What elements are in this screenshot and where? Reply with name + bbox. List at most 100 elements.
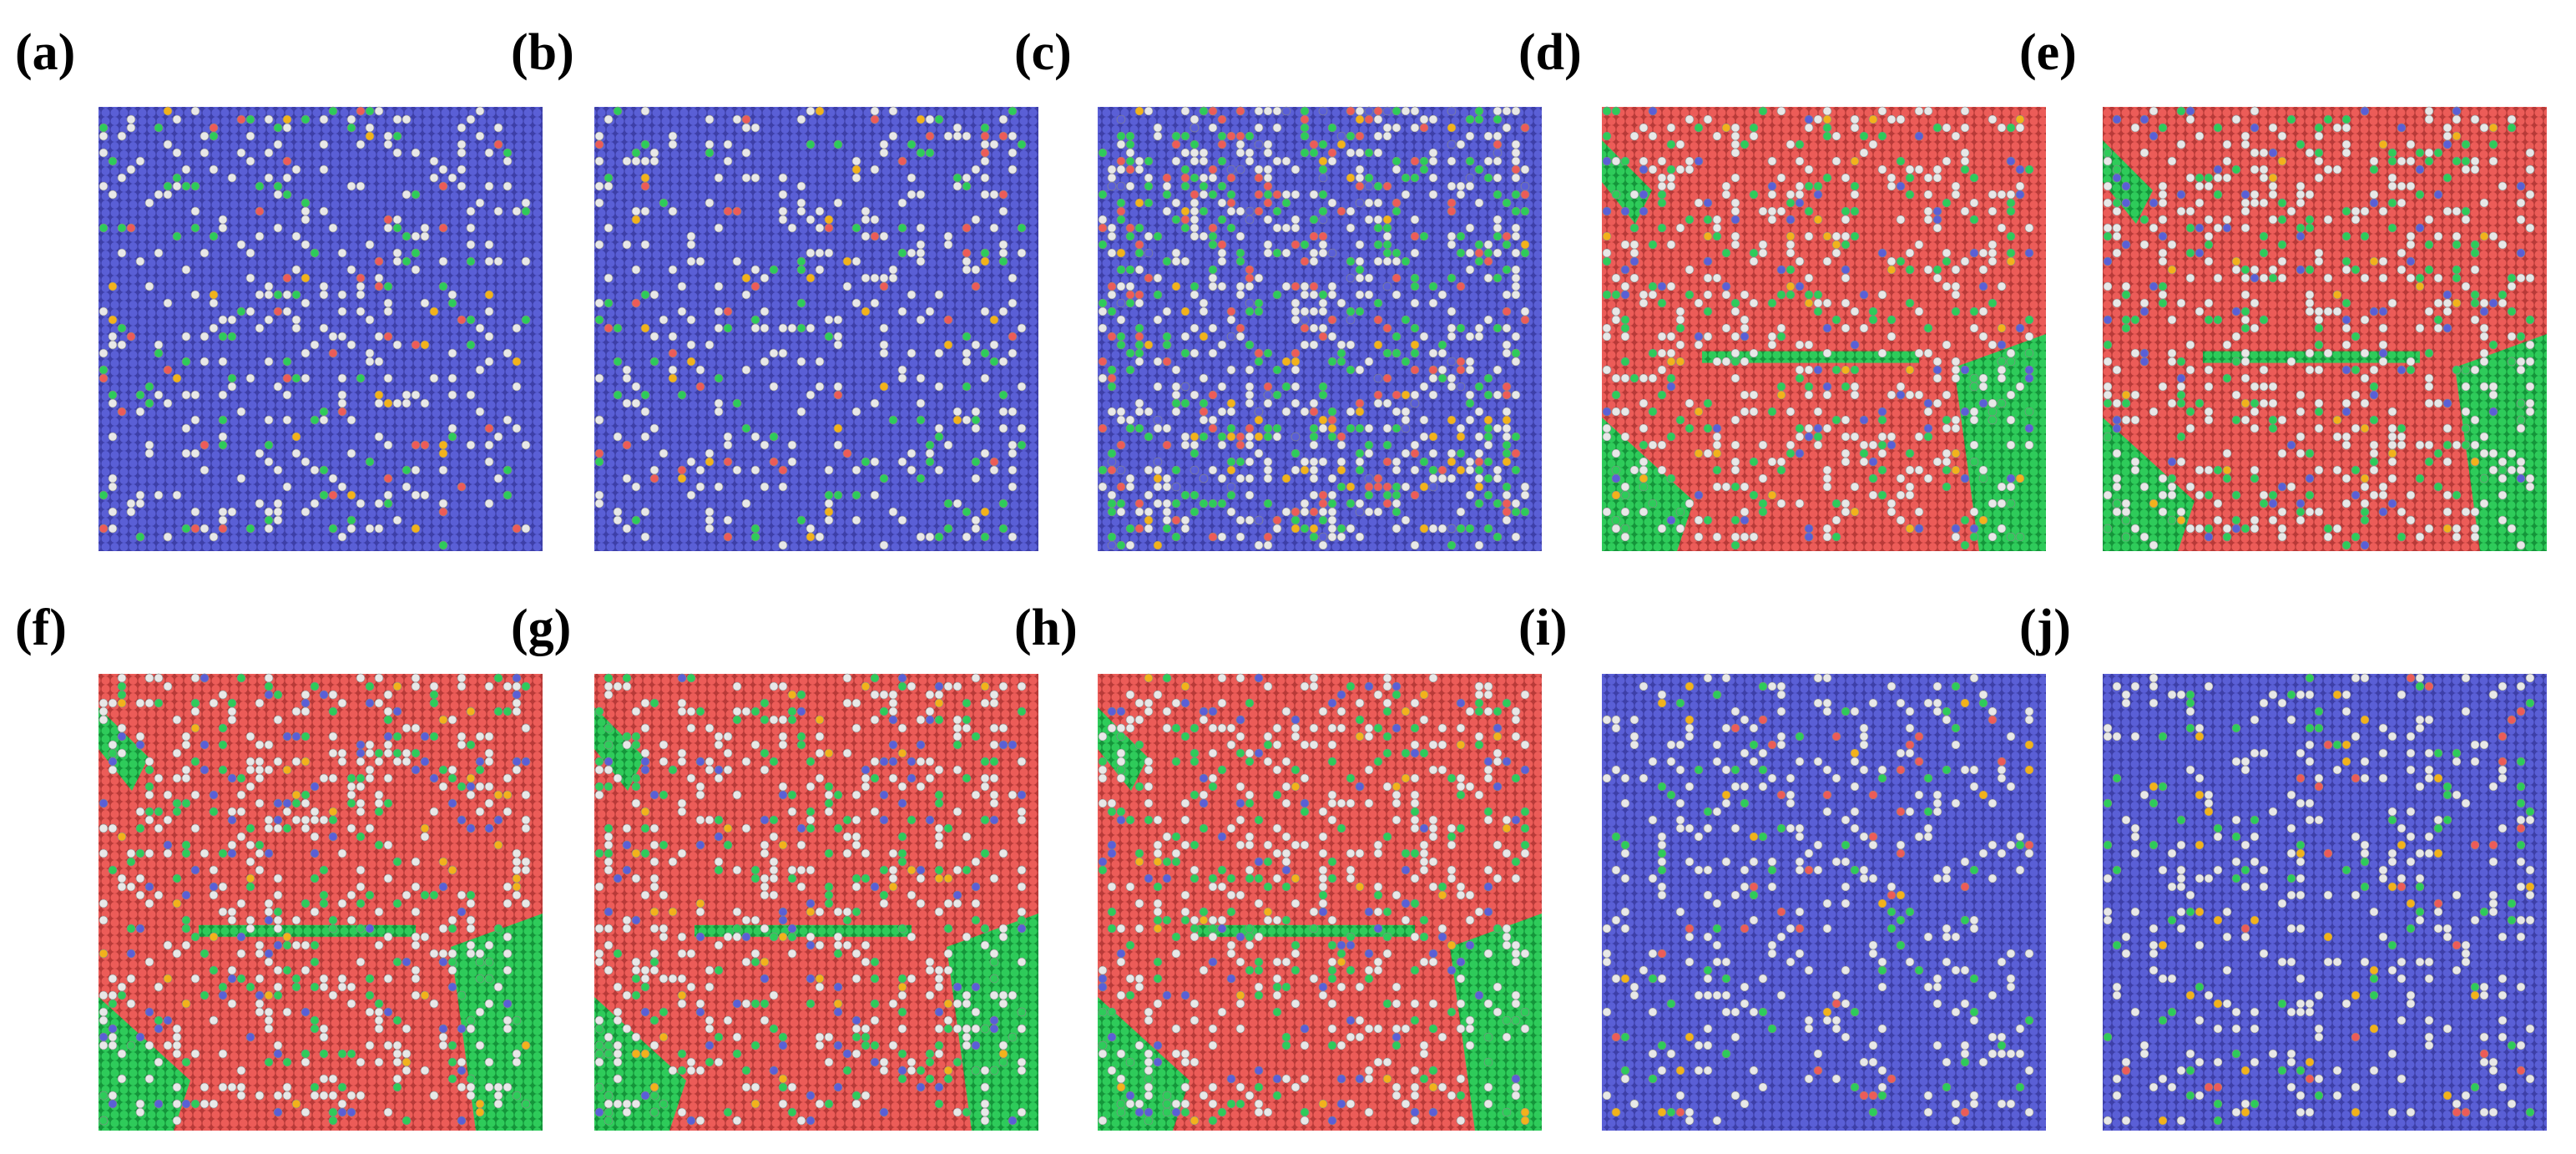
atom bbox=[2149, 106, 2159, 116]
atom bbox=[1355, 465, 1365, 475]
atom bbox=[264, 148, 274, 158]
atom bbox=[1226, 332, 1236, 342]
atom bbox=[1602, 256, 1612, 266]
atom bbox=[1364, 507, 1374, 517]
atom bbox=[2158, 123, 2168, 133]
atom bbox=[2516, 198, 2526, 208]
atom bbox=[1520, 240, 1530, 250]
atom bbox=[916, 248, 926, 258]
atom bbox=[861, 848, 871, 858]
atom bbox=[98, 131, 109, 141]
atom bbox=[1208, 415, 1218, 425]
atom bbox=[457, 782, 467, 792]
atom bbox=[594, 1015, 604, 1025]
atom bbox=[1208, 106, 1218, 116]
atom bbox=[952, 1057, 962, 1067]
atom bbox=[1017, 865, 1027, 875]
atom bbox=[1493, 323, 1503, 333]
atom bbox=[447, 915, 457, 925]
atom bbox=[291, 290, 301, 300]
atom bbox=[796, 357, 806, 367]
atom bbox=[1190, 323, 1200, 333]
atom bbox=[925, 457, 935, 467]
atom bbox=[2397, 532, 2407, 542]
atom bbox=[1969, 507, 1979, 517]
atom bbox=[209, 807, 219, 817]
atom bbox=[934, 432, 944, 442]
atom bbox=[677, 990, 687, 1000]
atom bbox=[402, 231, 412, 241]
atom bbox=[2158, 198, 2168, 208]
atom bbox=[1877, 348, 1887, 358]
atom bbox=[1877, 164, 1887, 175]
atom bbox=[1144, 156, 1154, 166]
atom bbox=[1969, 457, 1979, 467]
atom bbox=[1281, 407, 1291, 417]
atom bbox=[1721, 181, 1731, 191]
atom bbox=[631, 156, 641, 166]
atom bbox=[200, 990, 210, 1000]
atom bbox=[466, 340, 476, 350]
atom bbox=[1190, 206, 1200, 216]
atom bbox=[1162, 306, 1172, 316]
atom bbox=[392, 148, 402, 158]
atom bbox=[1144, 273, 1154, 283]
atom bbox=[1511, 148, 1521, 158]
atom bbox=[879, 273, 889, 283]
atom bbox=[1162, 181, 1172, 191]
atom bbox=[714, 965, 724, 975]
atom bbox=[833, 823, 843, 833]
atom bbox=[778, 482, 788, 492]
atom bbox=[2195, 398, 2205, 408]
atom bbox=[1098, 148, 1108, 158]
atom bbox=[796, 865, 806, 875]
atom bbox=[2024, 423, 2034, 433]
atom bbox=[1327, 524, 1337, 534]
atom bbox=[365, 348, 375, 358]
atom bbox=[1502, 240, 1512, 250]
atom bbox=[392, 898, 402, 909]
atom bbox=[2378, 273, 2388, 283]
atom bbox=[1685, 215, 1695, 225]
atom bbox=[1850, 390, 1860, 400]
atom bbox=[512, 1049, 522, 1059]
atom bbox=[677, 706, 687, 716]
atom bbox=[998, 357, 1008, 367]
atom bbox=[1327, 281, 1337, 291]
atom bbox=[1008, 106, 1018, 116]
atom bbox=[2268, 123, 2278, 133]
atom bbox=[1327, 315, 1337, 325]
atom bbox=[1017, 139, 1027, 149]
atom bbox=[2387, 156, 2397, 166]
atom bbox=[833, 907, 843, 917]
atom bbox=[1144, 173, 1154, 183]
atom bbox=[806, 1116, 816, 1126]
atom bbox=[245, 731, 255, 741]
atom bbox=[108, 281, 118, 291]
atom bbox=[2176, 507, 2186, 517]
atom bbox=[714, 865, 724, 875]
atom bbox=[2240, 206, 2250, 216]
atom bbox=[952, 807, 962, 817]
atom bbox=[227, 173, 237, 183]
atom bbox=[2470, 248, 2480, 258]
atom bbox=[172, 798, 182, 808]
atom bbox=[769, 832, 779, 842]
atom bbox=[2121, 323, 2131, 333]
atom bbox=[1327, 499, 1337, 509]
atom bbox=[1511, 190, 1521, 200]
atom bbox=[2222, 373, 2232, 383]
atom bbox=[778, 190, 788, 200]
atom bbox=[493, 123, 503, 133]
atom bbox=[870, 1015, 880, 1025]
atom bbox=[980, 1065, 990, 1076]
atom bbox=[264, 690, 274, 700]
atom bbox=[144, 440, 154, 450]
atom bbox=[2332, 123, 2342, 133]
atom bbox=[824, 507, 834, 517]
atom bbox=[1180, 206, 1190, 216]
atom bbox=[907, 290, 917, 300]
atom bbox=[723, 1107, 733, 1117]
atom bbox=[466, 823, 476, 833]
atom bbox=[356, 757, 366, 767]
